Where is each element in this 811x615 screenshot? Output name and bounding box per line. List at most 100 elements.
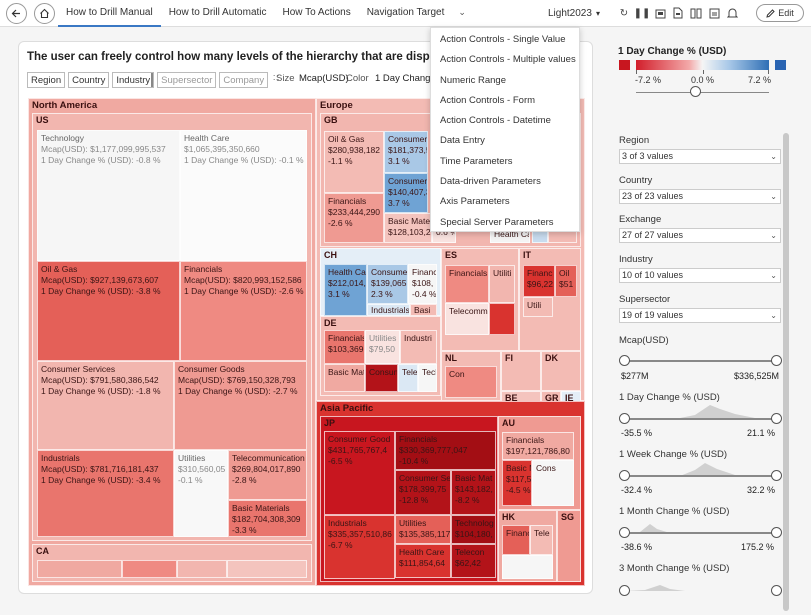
treemap-cell-gb-financials[interactable]: Financials $233,444,290 -2.6 % (324, 193, 384, 243)
treemap-cell-au-financials[interactable]: Financials $197,121,786,80 (502, 432, 574, 460)
treemap-cell-de-technology[interactable]: Tech (418, 364, 437, 392)
bookmarks-icon[interactable] (690, 6, 702, 20)
treemap-cell-hk-telecom[interactable]: Tele (530, 525, 553, 555)
range-knob-max-1month[interactable] (771, 527, 782, 538)
back-button[interactable] (6, 3, 27, 24)
filter-select-region[interactable]: 3 of 3 values ⌄ (619, 149, 781, 164)
range-knob-min-1week[interactable] (619, 470, 630, 481)
treemap-group-dk[interactable]: DK (541, 351, 581, 391)
treemap-cell-ch-consumer[interactable]: Consume $139,065 2.3 % (367, 264, 408, 304)
theme-selector[interactable]: Light2023 ▾ (548, 0, 600, 27)
treemap-cell-technology[interactable]: Technology Mcap(USD): $1,177,099,995,537 1… (37, 130, 180, 261)
treemap-cell-ca-3[interactable] (177, 560, 227, 578)
treemap-cell-ch-financials[interactable]: Financ $108, -0.4 % (408, 264, 437, 304)
tab-drill-manual[interactable]: How to Drill Manual (58, 0, 161, 27)
treemap-cell-jp-industrials[interactable]: Industrials $335,357,510,86 -6.7 % (324, 515, 395, 579)
menu-item-numeric-range[interactable]: Numeric Range (440, 74, 506, 86)
level-country[interactable]: Country (68, 72, 110, 88)
tab-how-to-actions[interactable]: How To Actions (282, 7, 351, 18)
level-company[interactable]: Company (219, 72, 269, 88)
range-knob-max-mcap[interactable] (771, 355, 782, 366)
level-industry[interactable]: Industry (112, 72, 155, 88)
pdf-export-icon[interactable] (672, 6, 684, 20)
treemap-cell-jp-consumer-services[interactable]: Consumer Se $178,399,75 -12.8 % (395, 470, 451, 515)
filter-select-industry[interactable]: 10 of 10 values ⌄ (619, 268, 781, 283)
drag-handle-icon[interactable]: ∷ (271, 72, 282, 88)
treemap-cell-gb-oil-gas[interactable]: Oil & Gas $280,938,182 -1.1 % (324, 131, 384, 193)
treemap-cell-jp-technology[interactable]: Technolog $104,180, (451, 515, 496, 544)
treemap-cell-it-financials[interactable]: Financ $96,22 (523, 265, 555, 297)
treemap-cell-gb-consumer-1[interactable]: Consumer $181,373,5 3.1 % (384, 131, 428, 173)
treemap-cell-de-basic-materials[interactable]: Basic Mat (324, 364, 365, 392)
menu-item-datetime[interactable]: Action Controls - Datetime (440, 115, 551, 127)
treemap-cell-ch-industrials[interactable]: Industrials (367, 304, 410, 316)
range-knob-min-1month[interactable] (619, 527, 630, 538)
edit-button[interactable]: Edit (756, 4, 804, 22)
tab-navigation-target[interactable]: Navigation Target (366, 7, 445, 18)
filter-panel-scrollbar[interactable] (783, 133, 789, 611)
treemap-cell-ch-health-care[interactable]: Health Ca $212,014, 3.1 % (324, 264, 367, 316)
share-icon[interactable] (708, 6, 720, 20)
treemap-cell-jp-utilities[interactable]: Utilities $135,385,117, (395, 515, 451, 544)
treemap-cell-ca-2[interactable] (122, 560, 177, 578)
treemap-cell-jp-basic-materials[interactable]: Basic Mat $143,182, -8.2 % (451, 470, 496, 515)
range-knob-max-1week[interactable] (771, 470, 782, 481)
treemap-cell-telecom[interactable]: Telecommunication $269,804,017,890 -2.8 % (228, 450, 307, 500)
legend-slider-knob[interactable] (690, 86, 701, 97)
treemap-cell-es-telecom[interactable]: Telecomm (445, 303, 489, 335)
treemap-cell-de-consumer[interactable]: Consum (365, 364, 398, 392)
menu-item-data-driven-parameters[interactable]: Data-driven Parameters (440, 176, 541, 188)
treemap-cell-es-financials[interactable]: Financials (445, 265, 489, 303)
treemap-group-sg[interactable]: SG (557, 510, 581, 582)
tab-drill-automatic[interactable]: How to Drill Automatic (168, 7, 267, 18)
range-knob-max-1day[interactable] (771, 413, 782, 424)
menu-item-single-value[interactable]: Action Controls - Single Value (440, 34, 566, 45)
treemap-cell-jp-health-care[interactable]: Health Care $111,854,64 (395, 544, 451, 578)
treemap-cell-health-care[interactable]: Health Care $1,065,395,350,660 1 Day Chang… (180, 130, 307, 261)
snapshot-icon[interactable] (654, 6, 666, 20)
menu-item-axis-parameters[interactable]: Axis Parameters (440, 196, 510, 208)
range-knob-min-1day[interactable] (619, 413, 630, 424)
treemap-cell-jp-financials[interactable]: Financials $330,369,777,047 -10.4 % (395, 431, 496, 470)
treemap-cell-gb-basic-materials[interactable]: Basic Mate $128,103,2 (384, 213, 432, 243)
treemap-cell-it-oil[interactable]: Oil $51 (555, 265, 577, 297)
treemap-cell-gb-consumer-2[interactable]: Consumer $140,407,3 3.7 % (384, 173, 428, 213)
treemap-cell-consumer-services[interactable]: Consumer Services Mcap(USD): $791,580,386… (37, 361, 174, 450)
size-selector[interactable]: Mcap(USD) (299, 73, 349, 84)
bell-icon[interactable] (726, 6, 738, 20)
range-knob-max-3month[interactable] (771, 585, 782, 596)
treemap-cell-consumer-goods[interactable]: Consumer Goods Mcap(USD): $769,150,328,79… (174, 361, 307, 450)
treemap-cell-hk-financials[interactable]: Financ (502, 525, 530, 555)
treemap-cell-nl-consumer[interactable]: Con (445, 366, 497, 398)
treemap-cell-au-basic[interactable]: Basic M$117,5-4.5 % (502, 460, 532, 506)
treemap-cell-oil-gas[interactable]: Oil & Gas Mcap(USD): $927,139,673,607 1 Da… (37, 261, 180, 361)
menu-item-form[interactable]: Action Controls - Form (440, 94, 536, 106)
treemap-cell-de-utilities[interactable]: Utilities $79,50 (365, 330, 400, 364)
treemap-cell-it-utilities[interactable]: Utili (523, 297, 553, 317)
treemap-cell-de-financials[interactable]: Financials $103,369 (324, 330, 365, 364)
treemap-group-fi[interactable]: FI (501, 351, 541, 391)
menu-item-special-server-parameters[interactable]: Special Server Parameters (440, 216, 554, 228)
menu-item-multiple-values[interactable]: Action Controls - Multiple values (440, 54, 576, 66)
treemap-cell-hk-other[interactable] (502, 555, 553, 579)
treemap-cell-de-industrials[interactable]: Industri (400, 330, 437, 364)
home-button[interactable] (34, 3, 55, 24)
treemap-cell-ca-1[interactable] (37, 560, 122, 578)
menu-item-time-parameters[interactable]: Time Parameters (440, 155, 513, 167)
treemap-cell-financials[interactable]: Financials Mcap(USD): $820,993,152,586 1 D… (180, 261, 307, 361)
treemap-cell-industrials[interactable]: Industrials Mcap(USD): $781,716,181,437 1 … (37, 450, 174, 537)
filter-select-country[interactable]: 23 of 23 values ⌄ (619, 189, 781, 204)
level-supersector[interactable]: Supersector (157, 72, 217, 88)
treemap-cell-basic-materials[interactable]: Basic Materials $182,704,308,309 -3.3 % (228, 500, 307, 537)
more-tabs-chevron-icon[interactable]: ⌄ (458, 7, 466, 17)
treemap-cell-es-other[interactable] (489, 303, 515, 335)
treemap-cell-ch-basic[interactable]: Basi (410, 304, 437, 316)
treemap-cell-ca-4[interactable] (227, 560, 307, 578)
filter-select-supersector[interactable]: 19 of 19 values ⌄ (619, 308, 781, 323)
level-region[interactable]: Region (27, 72, 66, 88)
range-knob-min-3month[interactable] (619, 585, 630, 596)
menu-item-data-entry[interactable]: Data Entry (440, 135, 485, 147)
treemap-cell-de-telecom[interactable]: Tele (398, 364, 418, 392)
filter-select-exchange[interactable]: 27 of 27 values ⌄ (619, 228, 781, 243)
refresh-icon[interactable]: ↻ (619, 7, 629, 19)
